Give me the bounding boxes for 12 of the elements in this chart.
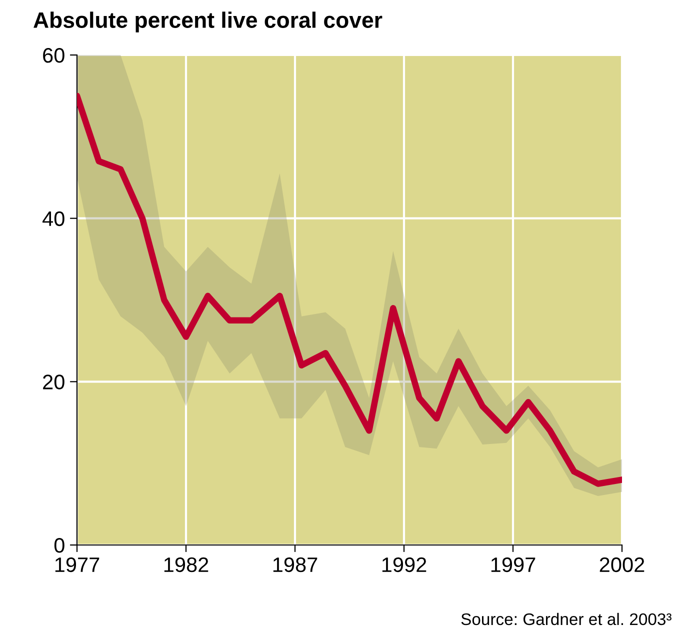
y-tick-label: 20 (43, 374, 64, 390)
x-tick-label: 1992 (382, 557, 426, 572)
x-tick-label: 1997 (491, 557, 536, 572)
x-tick-label: 1977 (55, 557, 100, 572)
x-tick-label: 2002 (600, 557, 644, 572)
source-note: Source: Gardner et al. 2003³ (461, 612, 672, 626)
x-tick-label: 1982 (164, 557, 208, 572)
y-tick-label: 40 (42, 211, 64, 226)
y-tick-label: 0 (54, 538, 64, 553)
y-tick-label: 60 (43, 48, 64, 63)
chart-title: Absolute percent live coral cover (34, 12, 382, 32)
x-tick-label: 1987 (273, 557, 318, 572)
